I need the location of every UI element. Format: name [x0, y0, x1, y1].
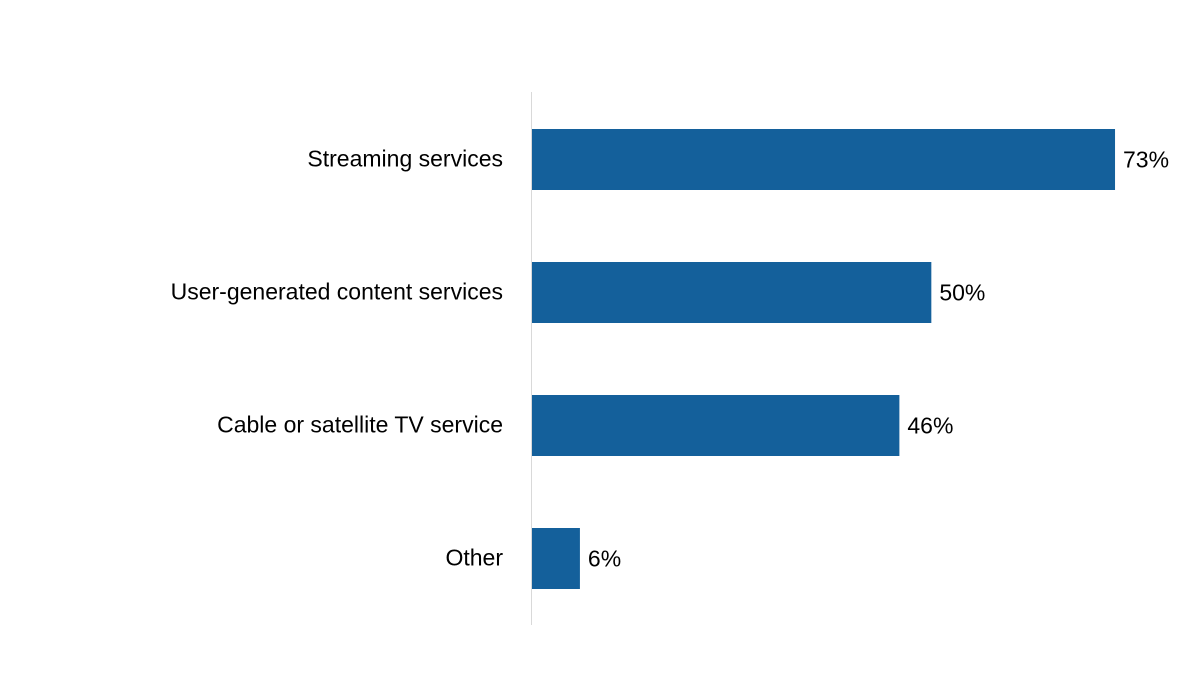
value-label: 46% — [907, 413, 953, 439]
category-label: User-generated content services — [171, 279, 503, 305]
category-label: Cable or satellite TV service — [217, 412, 503, 438]
bar — [532, 395, 900, 456]
value-label: 73% — [1123, 147, 1169, 173]
bar — [532, 262, 932, 323]
bar — [532, 129, 1116, 190]
category-label: Other — [445, 545, 503, 571]
bar — [532, 528, 580, 589]
category-label: Streaming services — [307, 146, 503, 172]
value-label: 6% — [588, 546, 621, 572]
value-label: 50% — [939, 280, 985, 306]
